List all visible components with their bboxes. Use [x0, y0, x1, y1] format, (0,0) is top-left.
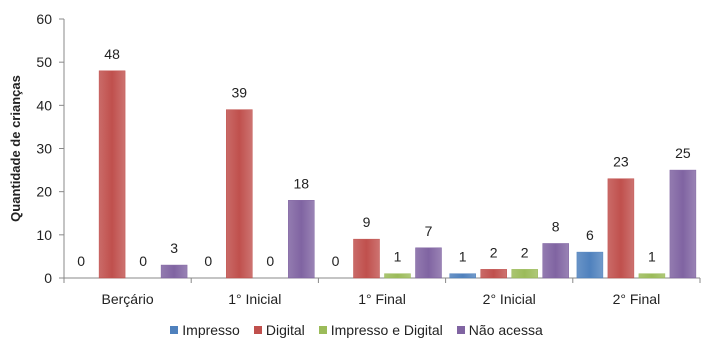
- data-label: 0: [77, 253, 85, 269]
- bar: [353, 238, 380, 279]
- x-tick-label: 2° Inicial: [483, 291, 536, 307]
- data-label: 39: [232, 85, 248, 101]
- data-label: 23: [613, 154, 629, 170]
- y-axis-label: Quantidade de crianças: [8, 75, 23, 222]
- bar: [638, 273, 666, 279]
- data-label: 6: [586, 227, 594, 243]
- legend-swatch-digital: [253, 326, 262, 334]
- legend-swatch-impresso-e-digital: [318, 326, 327, 334]
- legend-item-nao-acessa: Não acessa: [456, 322, 543, 338]
- data-label: 2: [521, 244, 529, 260]
- bar: [576, 251, 604, 279]
- bar: [542, 243, 569, 279]
- bar: [449, 273, 476, 279]
- bar: [669, 169, 697, 279]
- bar: [415, 247, 442, 279]
- bar: [607, 178, 635, 279]
- y-tick-label: 40: [36, 97, 52, 113]
- data-label: 1: [394, 249, 402, 265]
- legend-item-digital: Digital: [253, 322, 305, 338]
- bar: [98, 70, 126, 279]
- x-tick-label: Berçário: [102, 291, 154, 307]
- data-label: 7: [425, 223, 433, 239]
- data-label: 25: [675, 145, 691, 161]
- legend-label-digital: Digital: [265, 322, 305, 338]
- data-label: 3: [170, 240, 178, 256]
- y-tick-label: 50: [36, 54, 52, 70]
- bar: [384, 273, 411, 279]
- bar: [288, 200, 315, 279]
- data-label: 8: [552, 218, 560, 234]
- data-label: 2: [490, 244, 498, 260]
- y-tick-label: 10: [36, 227, 52, 243]
- x-tick-label: 1° Final: [358, 291, 406, 307]
- y-tick-label: 20: [36, 184, 52, 200]
- data-label: 9: [363, 214, 371, 230]
- legend-swatch-nao-acessa: [456, 326, 465, 334]
- y-tick-label: 0: [44, 270, 52, 286]
- data-label: 1: [459, 249, 467, 265]
- data-label: 0: [204, 253, 212, 269]
- data-label: 48: [104, 46, 120, 62]
- y-tick-label: 30: [36, 141, 52, 157]
- legend-label-impresso: Impresso: [182, 322, 240, 338]
- bar: [160, 264, 188, 279]
- legend-label-nao-acessa: Não acessa: [468, 322, 543, 338]
- legend: Impresso Digital Impresso e Digital Não …: [0, 322, 713, 338]
- bar: [511, 269, 538, 279]
- data-label: 0: [266, 253, 274, 269]
- x-tick-label: 2° Final: [613, 291, 661, 307]
- legend-item-impresso-e-digital: Impresso e Digital: [318, 322, 443, 338]
- y-tick-label: 60: [36, 11, 52, 27]
- data-label: 0: [139, 253, 147, 269]
- legend-label-impresso-e-digital: Impresso e Digital: [330, 322, 443, 338]
- bar: [480, 269, 507, 279]
- data-label: 0: [332, 253, 340, 269]
- data-label: 18: [294, 175, 310, 191]
- data-label: 1: [648, 249, 656, 265]
- x-tick-label: 1° Inicial: [228, 291, 281, 307]
- legend-swatch-impresso: [170, 326, 179, 334]
- bar: [226, 109, 253, 279]
- legend-item-impresso: Impresso: [170, 322, 240, 338]
